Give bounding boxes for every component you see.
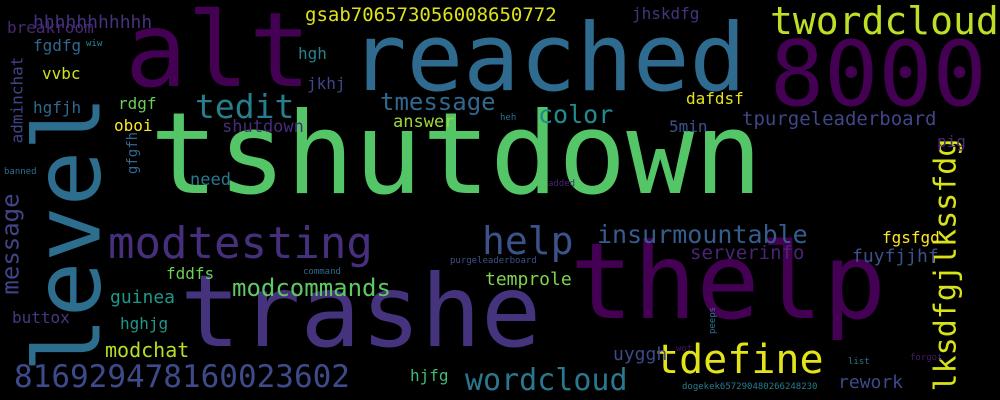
word-fddfs: fddfs bbox=[166, 264, 215, 283]
word-hghjg: hghjg bbox=[120, 314, 169, 333]
word-message: message bbox=[0, 193, 25, 295]
word-answer: answer bbox=[393, 112, 455, 132]
word-jhskdfg: jhskdfg bbox=[632, 4, 700, 23]
word-rdgf: rdgf bbox=[118, 94, 157, 113]
word-banned: banned bbox=[4, 167, 37, 177]
word-twordcloud: twordcloud bbox=[770, 0, 999, 43]
word-serverinfo: serverinfo bbox=[690, 242, 805, 264]
word-insurmountable: insurmountable bbox=[597, 220, 808, 249]
word-vvbc: vvbc bbox=[42, 64, 81, 83]
word-modchat: modchat bbox=[105, 338, 190, 362]
word-5min: 5min bbox=[669, 117, 708, 136]
word-command: command bbox=[303, 267, 341, 277]
word-fuyfjjhf: fuyfjjhf bbox=[852, 246, 939, 267]
word-added: added bbox=[548, 179, 576, 189]
word-breakroom: breakroom bbox=[7, 18, 94, 37]
word-fgdfg: fgdfg bbox=[33, 36, 82, 55]
word-oboi: oboi bbox=[114, 116, 153, 135]
word-trashe: trashe bbox=[180, 253, 542, 370]
word-hjfg: hjfg bbox=[410, 366, 449, 385]
word-list: list bbox=[848, 357, 870, 367]
word-shutdown: shutdown bbox=[222, 117, 304, 137]
word-gfgfh: gfgfh bbox=[125, 131, 142, 175]
word-wiw: wiw bbox=[86, 39, 103, 49]
word-heh: heh bbox=[500, 113, 517, 123]
word-help: help bbox=[482, 219, 574, 263]
word-forgot: forgot bbox=[910, 353, 943, 363]
word-tpurgeleaderboard: tpurgeleaderboard bbox=[742, 108, 937, 130]
word-dafdsf: dafdsf bbox=[686, 89, 744, 108]
word-dogekek: dogekek657290480266248230 bbox=[682, 382, 818, 392]
word-8000-display: 8000 bbox=[770, 22, 987, 127]
word-wordcloud: wordcloud bbox=[465, 363, 628, 398]
word-peeps: peeps bbox=[708, 306, 719, 335]
word-number: 816929478160023602 bbox=[14, 359, 350, 395]
word-rework: rework bbox=[838, 372, 904, 393]
word-temprole: temprole bbox=[485, 269, 572, 290]
word-hgh: hgh bbox=[298, 44, 327, 63]
word-hhhh: hhhhhhhhhhh bbox=[33, 12, 153, 33]
word-hgfjh: hgfjh bbox=[33, 98, 82, 117]
word-reached: reached bbox=[350, 4, 747, 113]
word-modcommands: modcommands bbox=[232, 274, 391, 302]
word-tshutdown: tshutdown bbox=[150, 88, 763, 220]
word-fgsfgd: fgsfgd bbox=[882, 228, 940, 247]
word-color: color bbox=[538, 100, 614, 129]
word-wot: wot bbox=[676, 344, 693, 354]
word-tmessage: tmessage bbox=[380, 88, 496, 116]
word-thelp: thelp bbox=[570, 221, 887, 343]
word-pig: pig bbox=[937, 132, 966, 151]
word-modtesting: modtesting bbox=[108, 218, 373, 269]
word-level: level bbox=[14, 95, 122, 373]
word-guinea: guinea bbox=[110, 287, 176, 308]
word-uyggh: uyggh bbox=[613, 344, 668, 365]
word-buttox: buttox bbox=[12, 308, 70, 327]
word-need: need bbox=[190, 170, 231, 190]
word-jkhj: jkhj bbox=[307, 74, 346, 93]
word-adminchat: adminchat bbox=[7, 56, 27, 144]
word-tdefine: tdefine bbox=[655, 337, 824, 383]
word-alt: alt bbox=[125, 0, 312, 111]
word-gsab: gsab706573056008650772 bbox=[305, 4, 557, 26]
word-purgeleaderboard: purgeleaderboard bbox=[450, 256, 537, 266]
word-tedit: tedit bbox=[195, 87, 295, 126]
